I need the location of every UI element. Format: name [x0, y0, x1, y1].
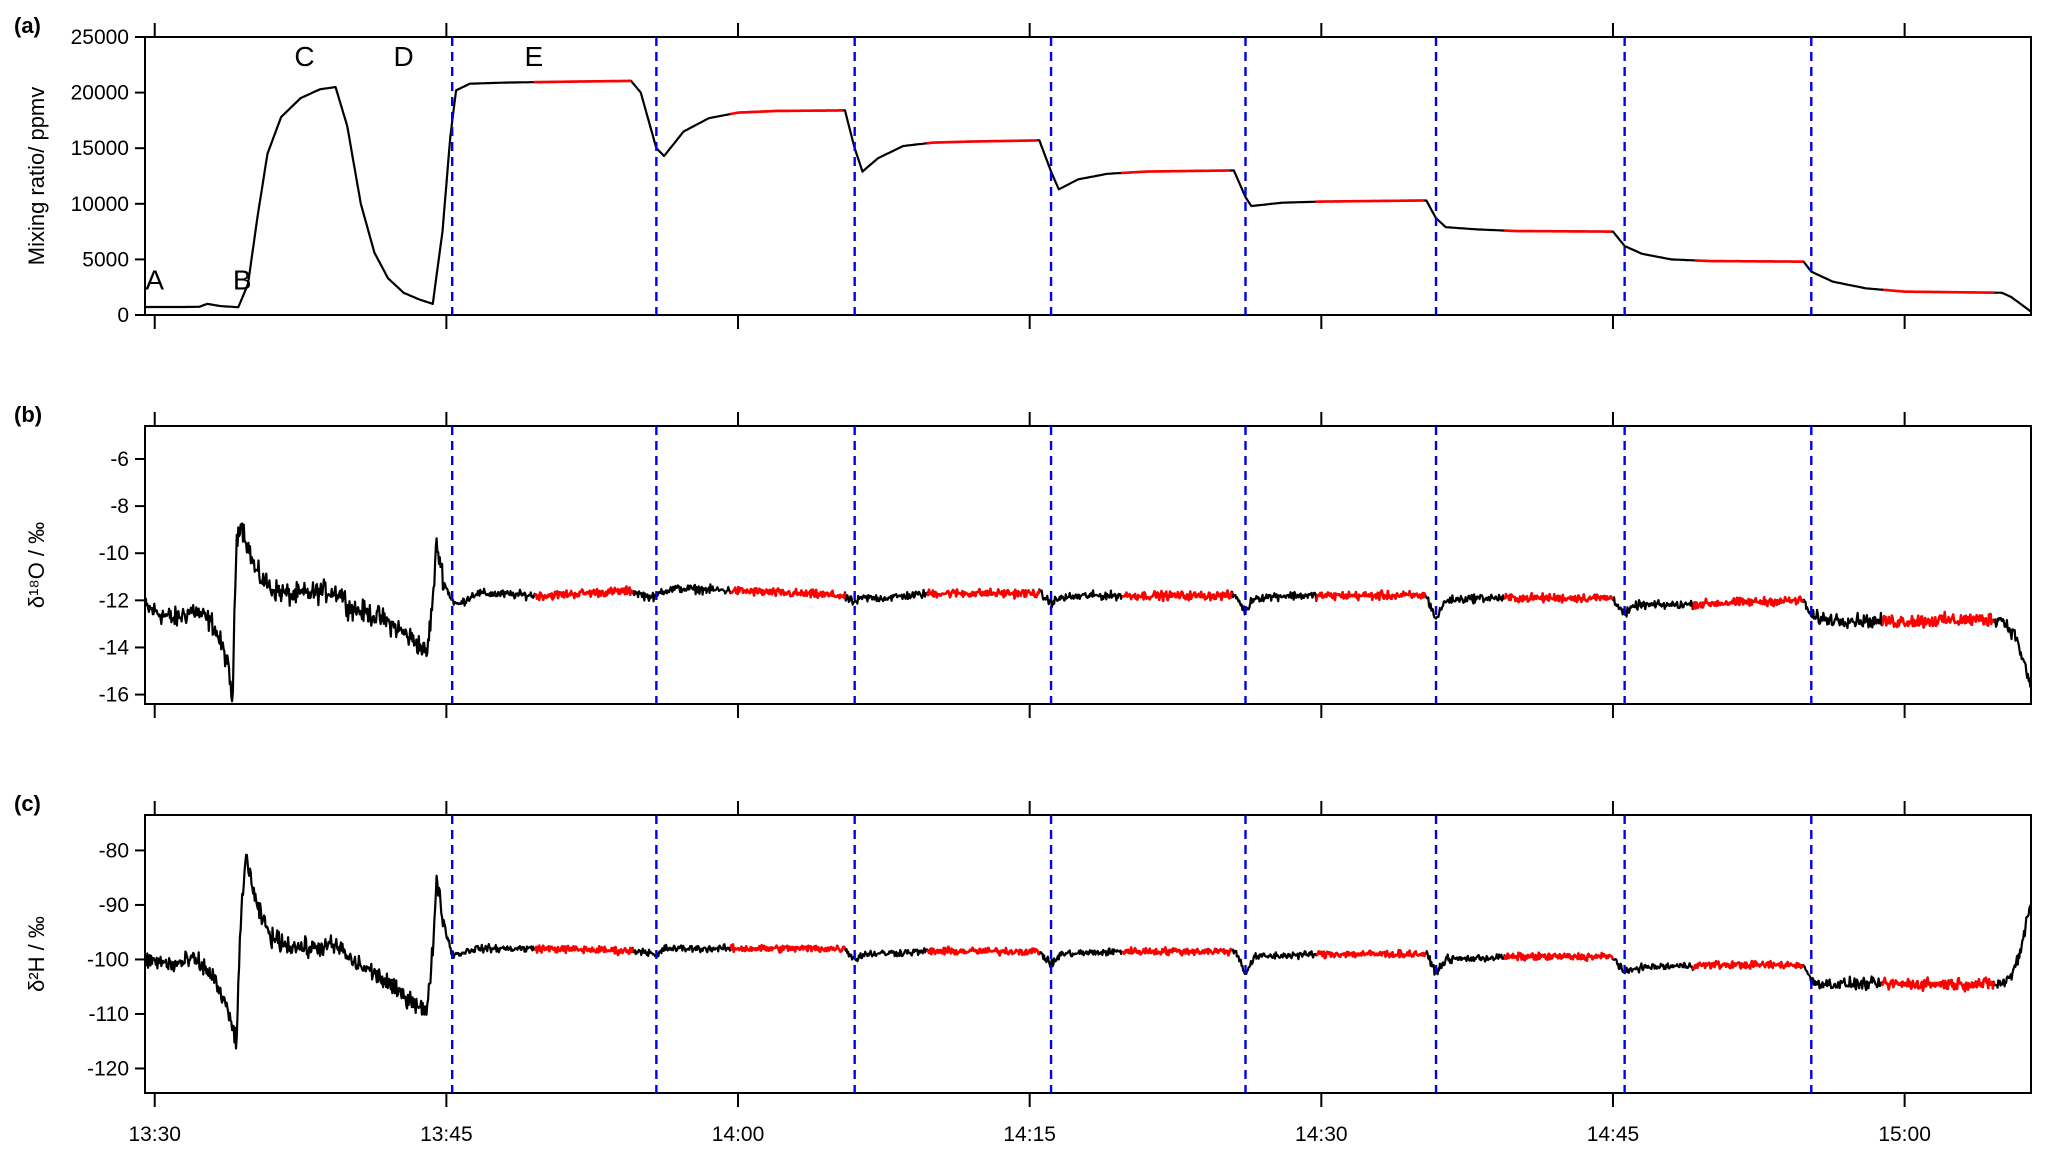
y-tick-label: 10000 — [71, 193, 129, 216]
y-axis-title: δ¹⁸O / ‰ — [24, 522, 49, 608]
y-tick-label: -12 — [99, 589, 129, 612]
averaging-window-segment — [729, 943, 847, 954]
phase-annotation: C — [294, 41, 314, 72]
averaging-window-segment — [926, 587, 1041, 600]
averaging-window-segment — [1315, 948, 1427, 960]
averaging-window-segment — [1691, 959, 1805, 971]
averaging-window-segment — [1504, 229, 1611, 233]
phase-annotation: B — [233, 264, 252, 295]
averaging-window-segment — [1121, 169, 1230, 175]
y-tick-label: 0 — [117, 304, 129, 327]
y-tick-label: -100 — [87, 948, 129, 971]
series-line — [143, 853, 2032, 1050]
plot-frame — [144, 36, 2032, 316]
x-tick-label: 15:00 — [1878, 1123, 1931, 1146]
averaging-window-segment — [1315, 589, 1427, 602]
panel-c: (c) δ²H / ‰ -120 -110 -100 -90 -80 — [14, 791, 2032, 1107]
averaging-window-segment — [1315, 199, 1425, 203]
x-axis-tick-labels: 13:30 13:45 14:00 14:15 14:30 14:45 15:00 — [128, 1123, 1930, 1146]
panel-label: (b) — [14, 402, 42, 427]
averaging-window-segment — [1121, 946, 1233, 957]
averaging-window-segment — [533, 79, 632, 84]
phase-annotation: E — [525, 41, 544, 72]
y-tick-label: -8 — [110, 495, 129, 518]
y-tick-label: 15000 — [71, 137, 129, 160]
averaging-window-segment — [926, 139, 1038, 145]
y-tick-label: -10 — [99, 542, 129, 565]
averaging-window-segment — [729, 109, 843, 116]
panel-a: (a) Mixing ratio/ ppmv 0 5000 10000 15000 2000… — [14, 13, 2032, 329]
series-line — [145, 79, 2032, 313]
panel-label: (a) — [14, 13, 41, 38]
panel-label: (c) — [14, 791, 41, 816]
y-tick-label: -16 — [99, 684, 129, 707]
averaging-window-segment — [1694, 259, 1804, 263]
averaging-window-segment — [1881, 610, 1995, 629]
y-tick-label: -90 — [99, 894, 129, 917]
phase-annotation: A — [145, 264, 164, 295]
averaging-window-segment — [1883, 288, 1995, 294]
y-tick-label: 20000 — [71, 82, 129, 105]
plot-frame — [144, 425, 2032, 705]
averaging-window-segment — [533, 585, 634, 602]
y-tick-label: -14 — [99, 636, 130, 659]
y-tick-label: -110 — [89, 1003, 129, 1026]
averaging-window-segment — [1880, 976, 1995, 993]
averaging-window-segment — [1121, 589, 1233, 603]
phase-annotation: D — [393, 41, 413, 72]
y-tick-label: 5000 — [82, 248, 129, 271]
x-tick-label: 14:30 — [1295, 1123, 1348, 1146]
averaging-window-segment — [926, 945, 1040, 957]
x-tick-label: 14:15 — [1003, 1123, 1056, 1146]
averaging-window-segment — [533, 944, 634, 957]
x-tick-label: 13:45 — [420, 1123, 473, 1146]
y-tick-label: -6 — [110, 448, 129, 471]
y-axis-title: Mixing ratio/ ppmv — [24, 87, 49, 266]
y-tick-label: -120 — [87, 1057, 129, 1080]
panel-b: (b) δ¹⁸O / ‰ -16 -14 -12 -10 -8 -6 — [14, 402, 2032, 718]
averaging-window-segment — [1503, 592, 1614, 604]
y-tick-label: 25000 — [71, 26, 129, 49]
series-line — [143, 522, 2032, 703]
x-tick-label: 13:30 — [128, 1123, 181, 1146]
x-tick-label: 14:00 — [712, 1123, 765, 1146]
x-tick-label: 14:45 — [1587, 1123, 1640, 1146]
averaging-window-segment — [1503, 951, 1614, 962]
plot-frame — [144, 814, 2032, 1094]
averaging-window-segment — [729, 585, 847, 600]
y-tick-label: -80 — [99, 839, 129, 862]
averaging-window-segment — [1692, 595, 1805, 611]
y-axis-title: δ²H / ‰ — [24, 916, 49, 992]
